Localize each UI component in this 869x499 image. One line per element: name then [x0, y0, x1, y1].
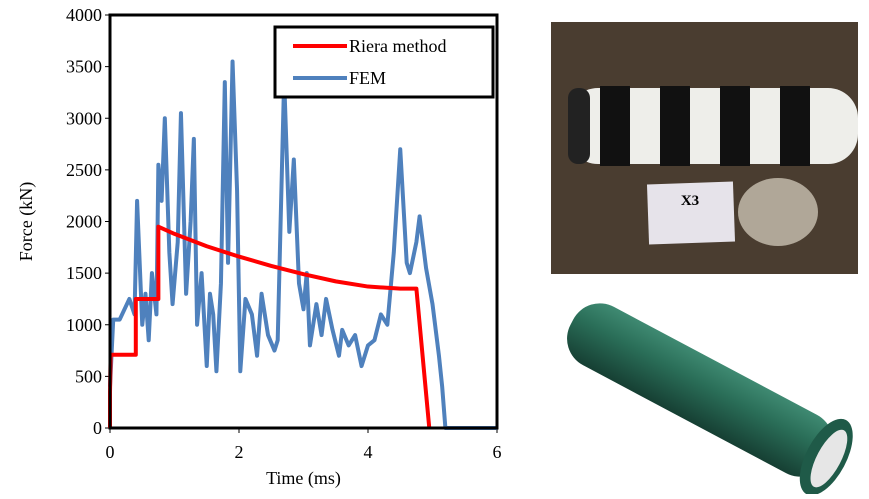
- y-tick-label: 1500: [66, 263, 102, 283]
- y-tick-label: 2000: [66, 212, 102, 232]
- legend-label: Riera method: [349, 36, 446, 56]
- specimen-photo: X3: [551, 22, 858, 274]
- y-tick-label: 0: [93, 418, 102, 438]
- photo-label: X3: [681, 193, 699, 209]
- y-axis-label: Force (kN): [16, 182, 37, 261]
- y-tick-label: 500: [75, 366, 102, 386]
- series-line: [108, 59, 497, 430]
- y-tick-label: 3500: [66, 57, 102, 77]
- x-tick-label: 0: [106, 442, 115, 462]
- legend-box: [273, 25, 495, 99]
- chart: 0 500 1000 1500 2000 2500 3000 3500 4000 0 2 4 6 Time…: [16, 5, 502, 489]
- legend-label: FEM: [349, 68, 386, 88]
- x-tick-label: 4: [364, 442, 373, 462]
- y-tick-label: 3000: [66, 108, 102, 128]
- plot-frame: [108, 13, 499, 430]
- x-tick-label: 6: [493, 442, 502, 462]
- y-tick-label: 4000: [66, 5, 102, 25]
- y-tick-label: 1000: [66, 315, 102, 335]
- x-tick-label: 2: [235, 442, 244, 462]
- series-line: [108, 224, 432, 429]
- y-tick-label: 2500: [66, 160, 102, 180]
- x-axis-label: Time (ms): [266, 468, 341, 489]
- specimen-model: [567, 303, 853, 496]
